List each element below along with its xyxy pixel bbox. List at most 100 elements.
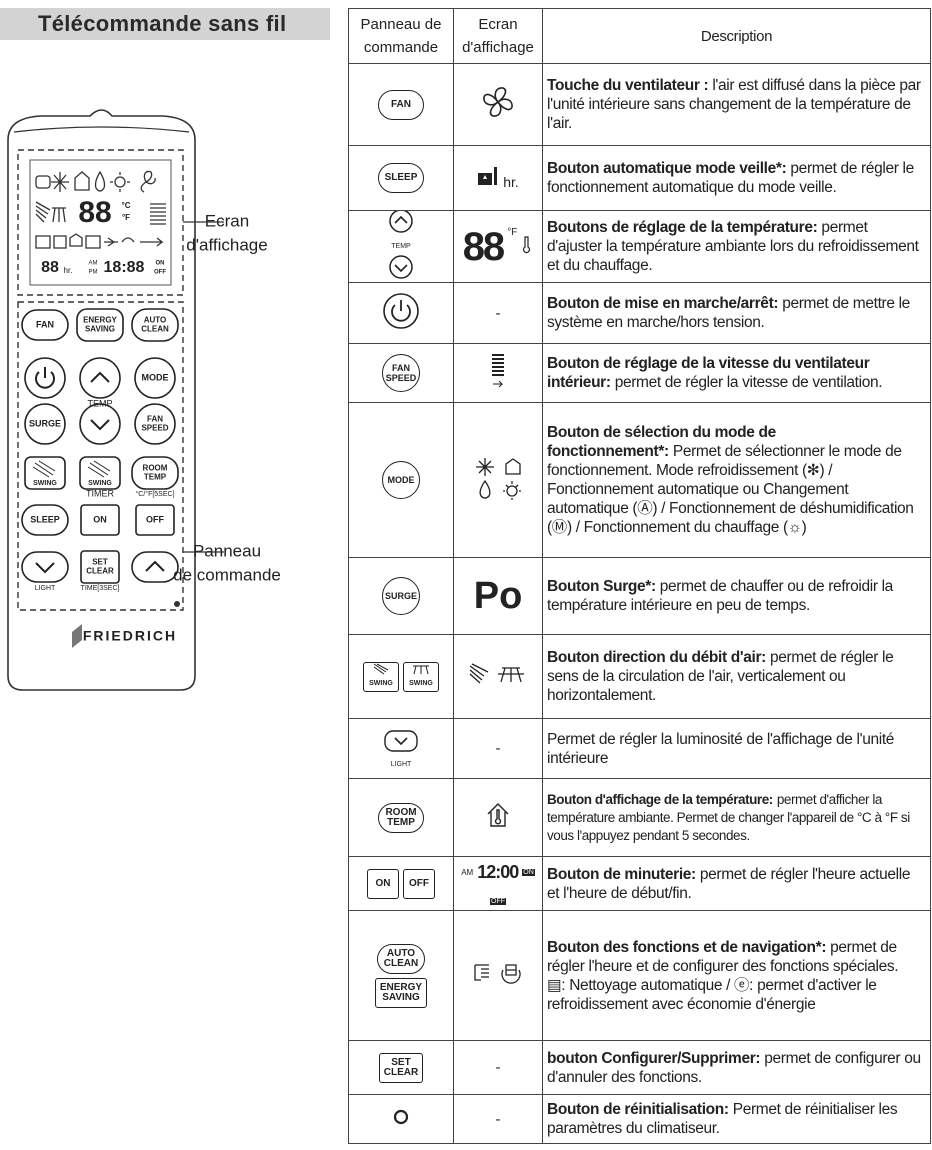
button-label: CLEAN (383, 957, 419, 969)
control-cell: SLEEP (349, 146, 454, 211)
display-icon-part (492, 353, 504, 376)
control-cell: MODE (349, 403, 454, 558)
description-lead: Touche du ventilateur : (547, 77, 709, 94)
swing-icon-part (413, 665, 429, 674)
description: Bouton automatique mode veille*: permet d… (547, 159, 926, 197)
display-cell: - (454, 719, 543, 779)
lcd-text: hr. (64, 266, 73, 275)
description-text: Permet de réinitialiser les paramètres d… (547, 1101, 898, 1137)
lcd-text: ON (156, 261, 165, 267)
description-text: permet de chauffer ou de refroidir la te… (547, 578, 893, 614)
description-text: permet d'afficher la température ambiant… (547, 791, 910, 843)
description-text: permet de configurer ou d'annuler des fo… (547, 1049, 921, 1086)
remote-button (24, 456, 66, 490)
button-glyph: SLEEP (377, 163, 425, 193)
display-cell: - (454, 1041, 543, 1095)
description-lead: Bouton automatique mode veille*: (547, 160, 787, 177)
display-text: °F (507, 227, 518, 238)
description-lead: Boutons de réglage de la température: (547, 219, 818, 236)
button-glyph: FAN (378, 89, 424, 120)
description-text: permet de régler l'heure et de configure… (547, 938, 899, 975)
display-text: AM (461, 868, 474, 878)
button-label: AUTO (144, 316, 167, 325)
display-icon (473, 456, 523, 505)
description: Boutons de réglage de la température: per… (547, 218, 926, 275)
button-glyph: MODE (382, 461, 420, 499)
display-text: - (495, 304, 501, 322)
display-text: Po (473, 575, 523, 617)
control-cell: SET CLEAR (349, 1041, 454, 1095)
display-icon-part (506, 484, 518, 497)
table-row: AUTO CLEAN ENERGY SAVING Bouton des fonction… (349, 911, 931, 1041)
display-icon-part (474, 964, 521, 984)
display-icon-part (494, 809, 502, 825)
button-icon-part (393, 1109, 409, 1124)
display-cell (454, 635, 543, 719)
display-icon-part (469, 663, 524, 684)
button-label: SURGE (29, 418, 61, 428)
description-cell: Bouton d'affichage de la température: per… (543, 779, 931, 857)
button-label: ON (93, 514, 107, 524)
description: Bouton direction du débit d'air: permet d… (547, 648, 926, 705)
button-label: TEMP (144, 473, 167, 482)
button-icon (388, 254, 414, 282)
description-text: Permet de sélectionner le mode de foncti… (547, 443, 914, 536)
button-icon-part (394, 264, 408, 273)
display-cell (454, 344, 543, 403)
remote-button (131, 551, 179, 583)
header-text: Description (700, 27, 773, 45)
button-caption: TEMP (87, 398, 112, 408)
description-text: Permet de régler la luminosité de l'affi… (547, 730, 895, 767)
button-icon-part (389, 255, 413, 279)
remote-button (76, 308, 124, 342)
table-row: - Bouton de mise en marche/arrêt: permet d… (349, 283, 931, 344)
description-text: l'air est diffusé dans la pièce par l'un… (547, 77, 921, 132)
table-row: - Bouton de réinitialisation: Permet de ré… (349, 1095, 931, 1144)
button-icon-part (389, 255, 413, 279)
lcd (29, 159, 172, 286)
display-icon-part (483, 174, 488, 179)
display-icon-part (476, 457, 521, 500)
lcd-text: OFF (154, 270, 166, 276)
description-cell: bouton Configurer/Supprimer: permet de co… (543, 1041, 931, 1095)
control-cell: FAN SPEED (349, 344, 454, 403)
description: Bouton des fonctions et de navigation*: p… (547, 938, 926, 976)
control-cell: LIGHT (349, 719, 454, 779)
lcd-text: 88 (41, 259, 59, 276)
table-row: SWING SWING Bouton direction du débit d'ai… (349, 635, 931, 719)
button-label: SLEEP (30, 514, 60, 524)
description-text: permet de mettre le système en marche/ho… (547, 295, 910, 331)
remote-button (131, 456, 179, 490)
display-icon-part (474, 964, 521, 984)
description-cell: Bouton automatique mode veille*: permet d… (543, 146, 931, 211)
display-icon (486, 802, 510, 833)
display-icon-part (505, 457, 521, 475)
display-icon-part (494, 166, 498, 185)
button-icon-part (383, 292, 419, 329)
lcd-icons (35, 170, 166, 249)
button-label: SWING (409, 679, 433, 687)
button-icon-part (394, 736, 408, 745)
button-glyph: AUTO CLEAN (376, 943, 426, 974)
description-text: permet de régler la vitesse de ventilati… (614, 374, 883, 391)
display-icon-part (498, 667, 524, 683)
button-label: OFF (409, 877, 429, 889)
button-label: SWING (88, 480, 112, 487)
brand-logo (72, 624, 82, 648)
button-icon (391, 1107, 411, 1132)
button-icon (35, 367, 55, 389)
display-text: - (495, 1059, 501, 1076)
button-icon-part (389, 211, 413, 233)
display-icon (521, 234, 533, 259)
display-icon (477, 165, 499, 192)
button-label: SLEEP (384, 172, 418, 183)
button-label: AUTO (386, 947, 416, 959)
button-label: SPEED (141, 424, 168, 433)
display-icon-part (523, 236, 531, 254)
button-label: ROOM (385, 806, 417, 818)
button-icon (145, 560, 165, 572)
button-icon (384, 729, 418, 757)
table-row: SURGE Po Bouton Surge*: permet de chauffer … (349, 558, 931, 635)
remote-button (21, 309, 69, 341)
